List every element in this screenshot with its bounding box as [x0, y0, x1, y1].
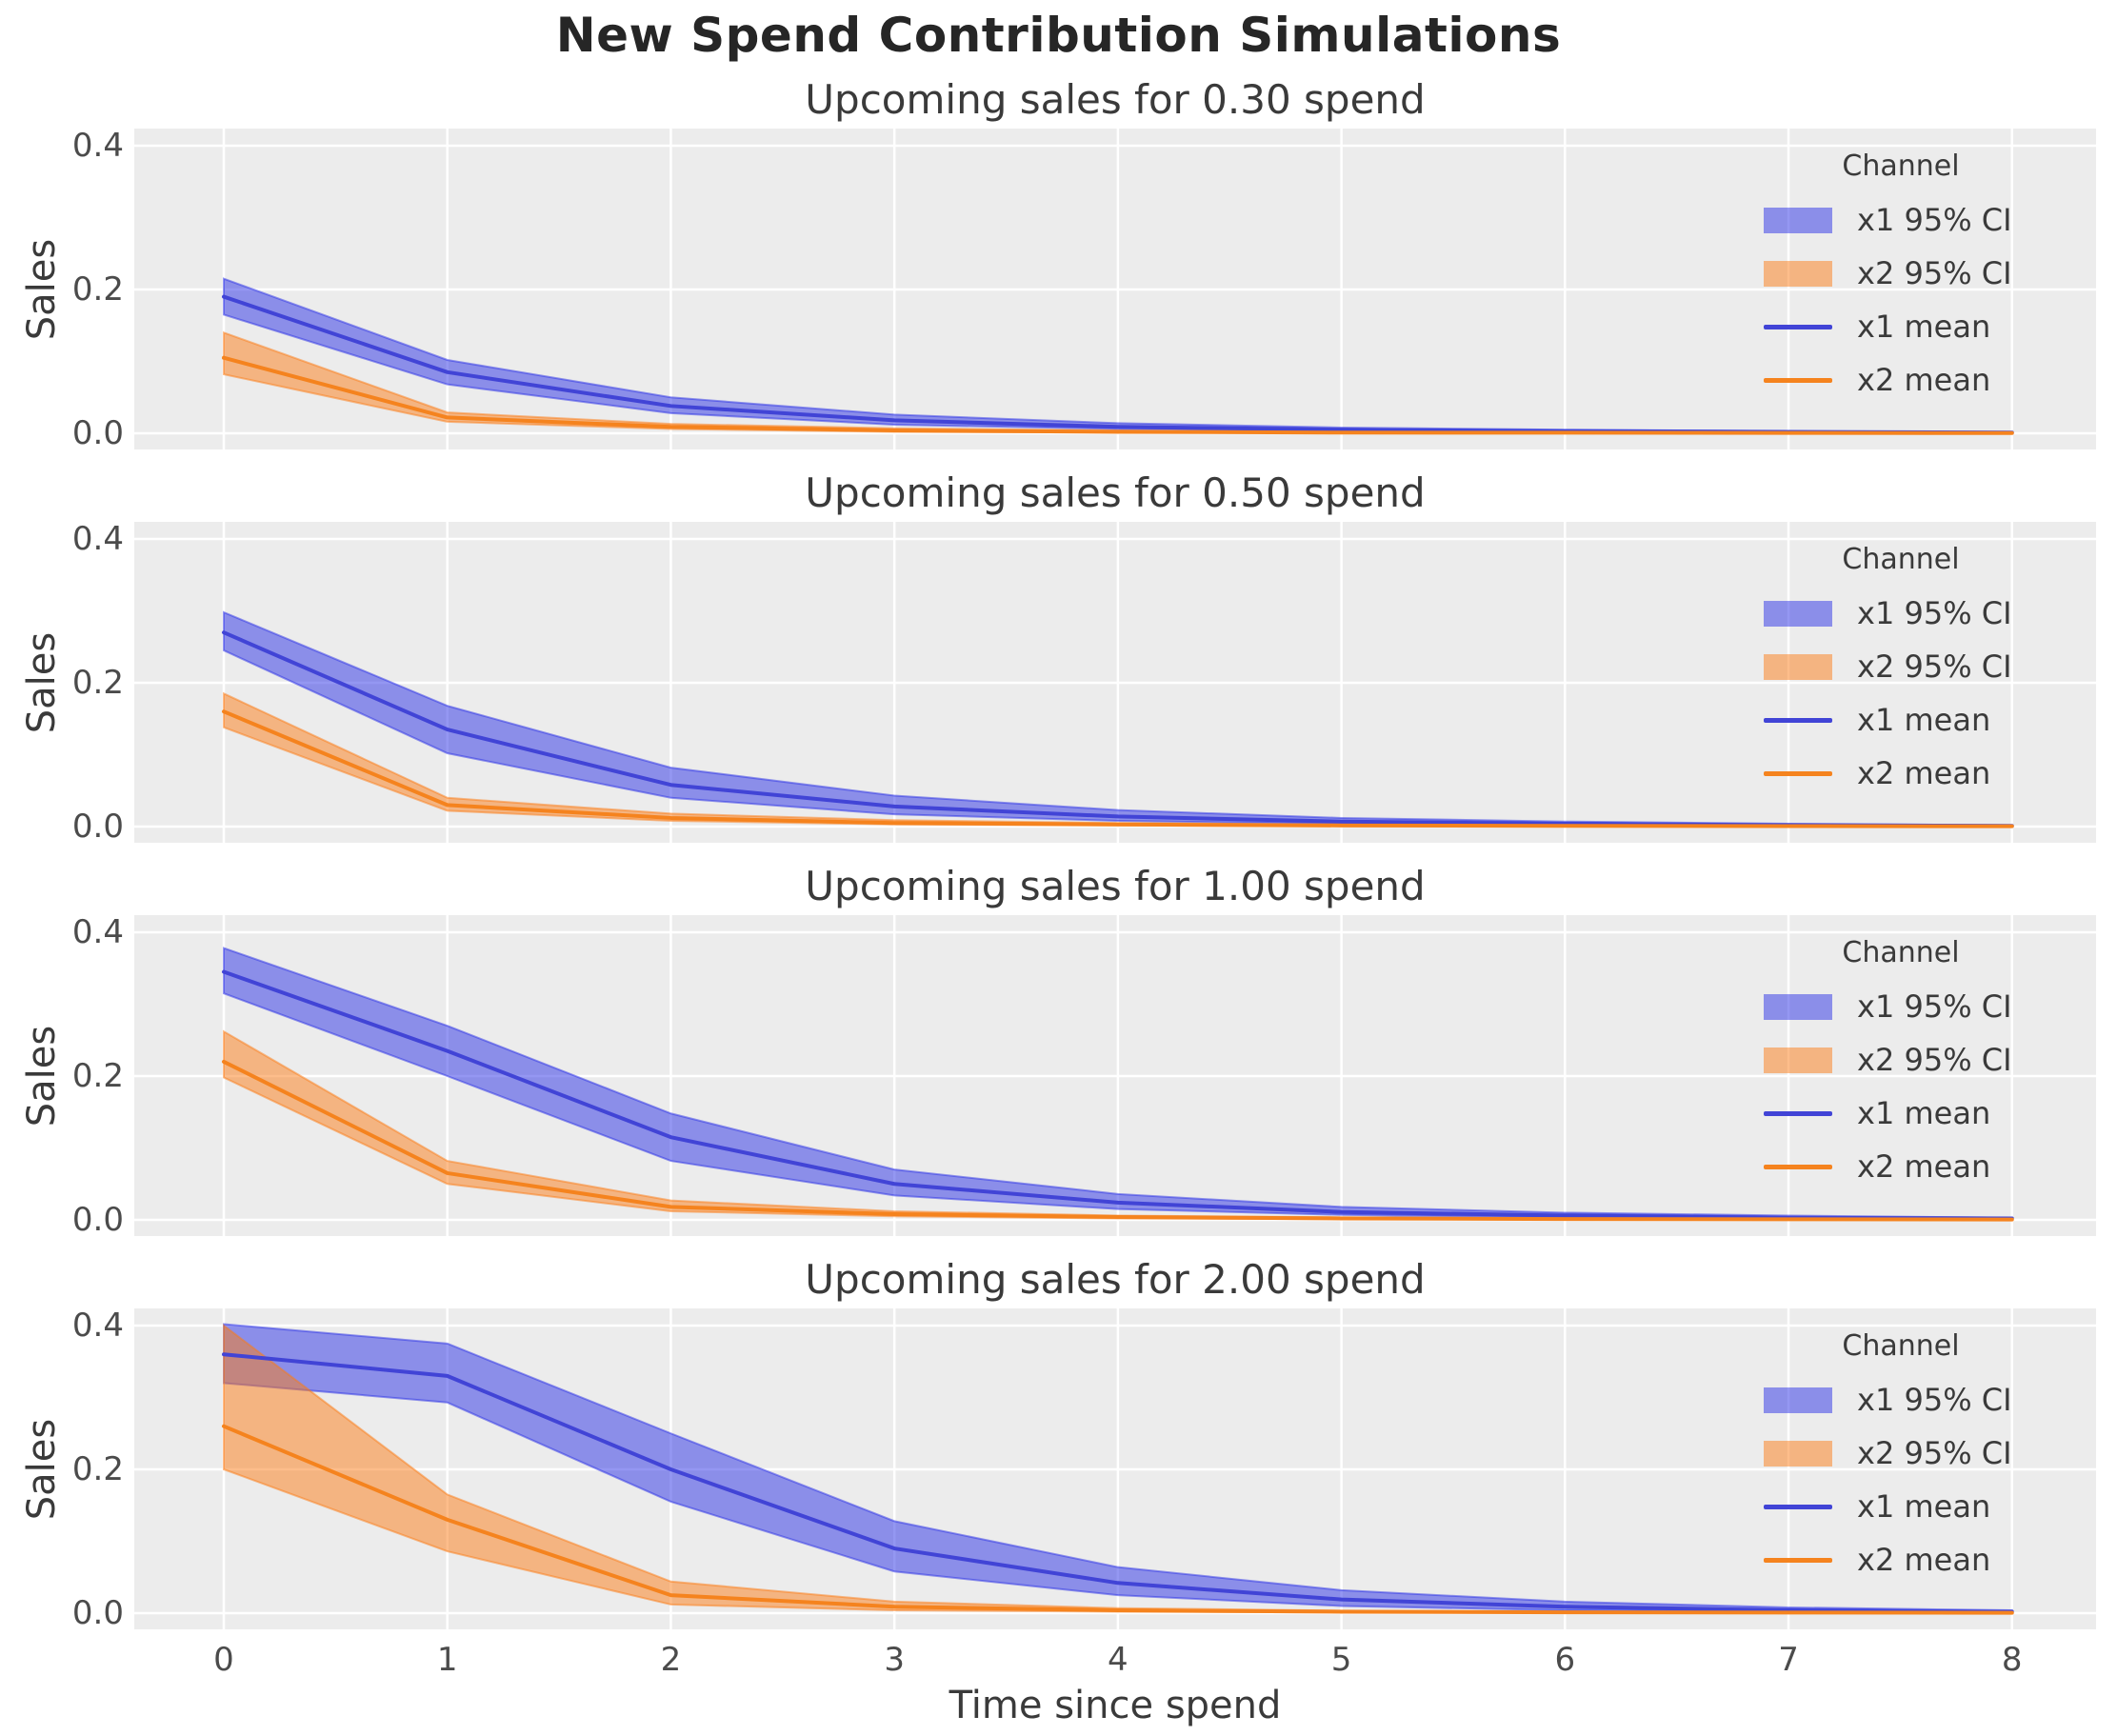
legend-entry: x2 95% CI: [1764, 255, 2012, 291]
y-tick-label: 0.4: [71, 127, 124, 165]
y-tick-label: 0.0: [71, 1594, 124, 1632]
subplot-title: Upcoming sales for 0.30 spend: [805, 76, 1426, 123]
legend-title: Channel: [1842, 150, 1960, 183]
plot-panel: [134, 522, 2096, 843]
legend-label: x2 mean: [1857, 755, 1991, 791]
x-tick-label: 7: [1778, 1641, 1799, 1679]
x1-mean-line: [222, 969, 2014, 1221]
x-tick-label: 4: [1108, 1641, 1128, 1679]
x2-mean-line: [222, 1059, 2014, 1222]
legend-label: x2 95% CI: [1857, 1042, 2012, 1078]
legend-swatch-patch: [1764, 1047, 1832, 1073]
legend-label: x2 mean: [1857, 1542, 1991, 1578]
legend-entry: x2 95% CI: [1764, 649, 2012, 685]
y-tick-label: 0.2: [71, 270, 124, 309]
legend-swatch-line: [1764, 1110, 1832, 1116]
legend-title: Channel: [1842, 543, 1960, 576]
plot-svg: [134, 1308, 2096, 1629]
legend-label: x1 95% CI: [1857, 988, 2012, 1025]
legend-swatch-line: [1764, 770, 1832, 776]
legend-swatch-line: [1764, 1164, 1832, 1169]
y-tick-label: 0.0: [71, 414, 124, 452]
y-tick-label: 0.2: [71, 1450, 124, 1488]
legend-label: x1 95% CI: [1857, 595, 2012, 631]
legend-entry: x2 mean: [1764, 755, 1991, 791]
subplot-title: Upcoming sales for 2.00 spend: [805, 1256, 1426, 1303]
legend-swatch-line: [1764, 1557, 1832, 1563]
legend-swatch-patch: [1764, 207, 1832, 233]
subplot-title: Upcoming sales for 1.00 spend: [805, 863, 1426, 909]
legend-label: x1 mean: [1857, 1095, 1991, 1131]
legend-entry: x2 mean: [1764, 362, 1991, 398]
plot-svg: [134, 129, 2096, 449]
plot-svg: [134, 522, 2096, 843]
legend-label: x2 mean: [1857, 362, 1991, 398]
legend-swatch-patch: [1764, 1440, 1832, 1467]
y-tick-label: 0.4: [71, 1307, 124, 1345]
legend-swatch-line: [1764, 324, 1832, 329]
legend-entry: x2 mean: [1764, 1148, 1991, 1185]
legend-label: x1 mean: [1857, 702, 1991, 738]
legend-swatch-line: [1764, 377, 1832, 383]
legend-entry: x2 95% CI: [1764, 1042, 2012, 1078]
legend-label: x2 95% CI: [1857, 649, 2012, 685]
x-tick-label: 6: [1554, 1641, 1576, 1679]
legend-label: x1 mean: [1857, 309, 1991, 345]
y-tick-label: 0.0: [71, 808, 124, 846]
legend-swatch-patch: [1764, 260, 1832, 287]
y-tick-label: 0.0: [71, 1201, 124, 1239]
legend-swatch-line: [1764, 1504, 1832, 1509]
y-tick-label: 0.4: [71, 913, 124, 951]
subplot-title: Upcoming sales for 0.50 spend: [805, 469, 1426, 516]
legend-title: Channel: [1842, 1329, 1960, 1363]
plot-panel: [134, 1308, 2096, 1629]
x2-mean-line: [222, 355, 2014, 435]
legend: Channel x1 95% CI x2 95% CI x1 mean x2 mean: [1720, 129, 2082, 414]
legend-swatch-patch: [1764, 993, 1832, 1020]
x-tick-label: 8: [2001, 1641, 2023, 1679]
y-tick-label: 0.2: [71, 664, 124, 702]
x-tick-label: 1: [436, 1641, 458, 1679]
x2-mean-line: [222, 1424, 2014, 1615]
y-tick-label: 0.2: [71, 1057, 124, 1095]
legend-label: x1 95% CI: [1857, 202, 2012, 238]
legend-entry: x1 mean: [1764, 1095, 1991, 1131]
legend-label: x2 95% CI: [1857, 1435, 2012, 1471]
x-tick-label: 3: [884, 1641, 905, 1679]
plot-panel: [134, 129, 2096, 449]
legend-label: x2 95% CI: [1857, 255, 2012, 291]
plot-svg: [134, 915, 2096, 1236]
legend-label: x1 95% CI: [1857, 1382, 2012, 1418]
legend-label: x2 mean: [1857, 1148, 1991, 1185]
x2-mean-line: [222, 709, 2014, 828]
legend-entry: x2 mean: [1764, 1542, 1991, 1578]
x1-mean-line: [222, 1352, 2014, 1614]
x-tick-label: 0: [213, 1641, 234, 1679]
legend-entry: x1 mean: [1764, 702, 1991, 738]
y-tick-label: 0.4: [71, 520, 124, 558]
x-tick-label: 2: [660, 1641, 682, 1679]
legend-label: x1 mean: [1857, 1488, 1991, 1525]
legend-entry: x1 95% CI: [1764, 202, 2012, 238]
legend-entry: x1 95% CI: [1764, 988, 2012, 1025]
legend-entry: x1 95% CI: [1764, 595, 2012, 631]
legend: Channel x1 95% CI x2 95% CI x1 mean x2 mean: [1720, 915, 2082, 1201]
legend-entry: x1 mean: [1764, 1488, 1991, 1525]
plot-panel: [134, 915, 2096, 1236]
x-axis-label: Time since spend: [949, 1684, 1282, 1727]
legend-title: Channel: [1842, 936, 1960, 969]
legend: Channel x1 95% CI x2 95% CI x1 mean x2 mean: [1720, 522, 2082, 808]
main-title: New Spend Contribution Simulations: [555, 8, 1562, 63]
legend-entry: x1 95% CI: [1764, 1382, 2012, 1418]
legend-swatch-line: [1764, 717, 1832, 723]
legend: Channel x1 95% CI x2 95% CI x1 mean x2 mean: [1720, 1308, 2082, 1594]
legend-swatch-patch: [1764, 653, 1832, 680]
legend-swatch-patch: [1764, 600, 1832, 627]
legend-swatch-patch: [1764, 1387, 1832, 1413]
legend-entry: x2 95% CI: [1764, 1435, 2012, 1471]
legend-entry: x1 mean: [1764, 309, 1991, 345]
x-tick-label: 5: [1330, 1641, 1352, 1679]
